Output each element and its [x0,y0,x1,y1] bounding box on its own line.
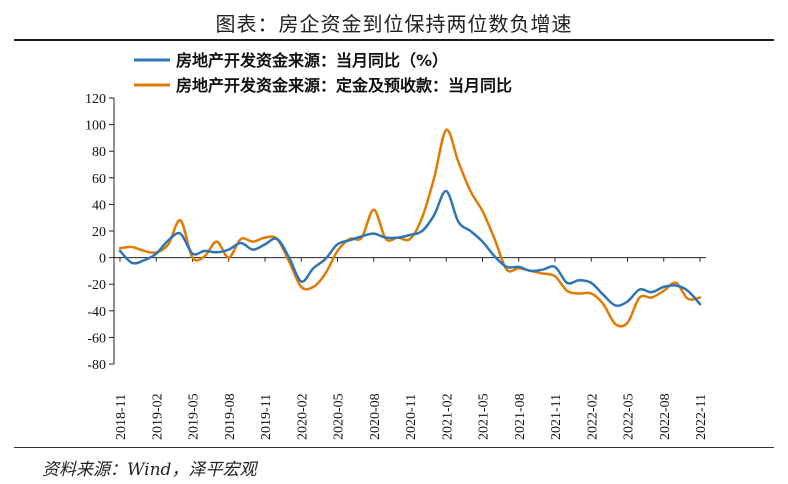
x-tick-label: 2022-02 [585,393,600,440]
y-tick-label: -20 [87,278,106,293]
x-tick-label: 2021-08 [513,393,528,440]
x-tick-label: 2019-05 [187,393,202,440]
x-tick-label: 2019-08 [223,393,238,440]
legend-label-2: 房地产开发资金来源：定金及预收款：当月同比 [176,76,512,95]
x-tick-label: 2020-11 [404,394,419,440]
y-tick-label: -60 [87,331,106,346]
x-tick-label: 2022-11 [694,394,709,440]
legend-label-1: 房地产开发资金来源：当月同比（%） [176,51,448,70]
y-tick-label: 20 [92,225,106,240]
x-tick-label: 2021-05 [477,393,492,440]
y-tick-label: 60 [92,172,106,187]
x-tick-label: 2022-05 [622,393,637,440]
axes: 120 100 80 60 40 20 0 -20 -40 -60 -80 2018-11 2019-0… [85,92,709,440]
y-tick-label: 100 [85,119,106,134]
x-tick-label: 2021-02 [440,393,455,440]
y-tick-label: 0 [99,252,106,267]
x-tick-label: 2022-08 [658,393,673,440]
x-tick-label: 2021-11 [549,394,564,440]
x-tick-label: 2020-08 [368,393,383,440]
chart-title: 图表：房企资金到位保持两位数负增速 [215,12,573,36]
legend: 房地产开发资金来源：当月同比（%） 房地产开发资金来源：定金及预收款：当月同比 [134,51,512,95]
series-line-2 [118,128,702,328]
source-note: 资料来源：Wind，泽平宏观 [42,460,257,480]
x-tick-label: 2018-11 [114,394,129,440]
top-rule [14,39,774,41]
y-tick-label: 40 [92,198,106,213]
x-tick-label: 2020-05 [332,393,347,440]
series-line-1 [118,189,702,307]
y-tick-label: 120 [85,92,106,107]
bottom-rule [14,447,774,448]
series-lines [118,128,702,328]
y-tick-label: -80 [87,358,106,373]
y-tick-label: -40 [87,305,106,320]
x-tick-label: 2019-02 [150,393,165,440]
y-tick-label: 80 [92,145,106,160]
x-tick-label: 2020-02 [295,393,310,440]
x-tick-label: 2019-11 [259,394,274,440]
